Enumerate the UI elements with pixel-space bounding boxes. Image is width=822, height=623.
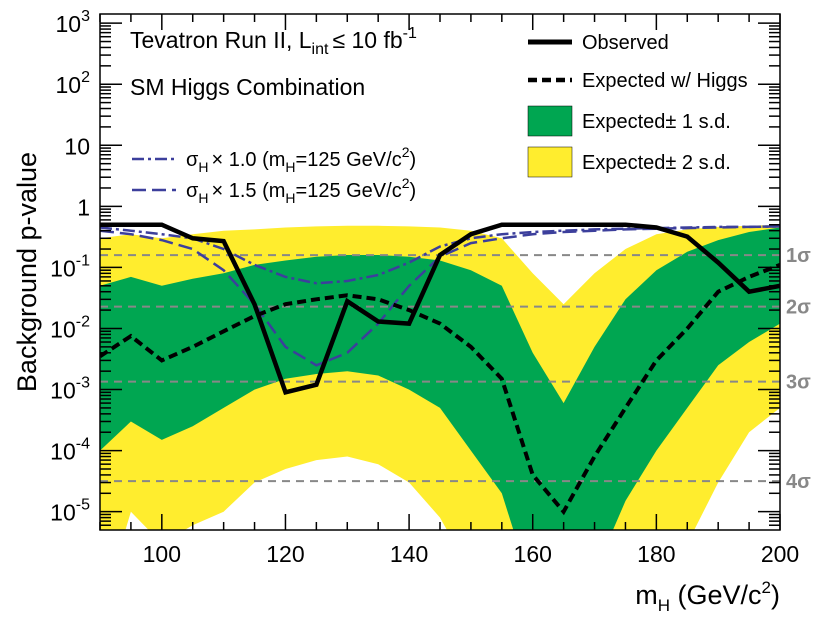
- signal-1p0-line: [100, 225, 780, 285]
- y-tick-label: 10: [64, 133, 90, 159]
- signal-legend-item-2: σH × 1.5 (mH=125 GeV/c2): [132, 175, 416, 206]
- legend-item-band1: Expected± 1 s.d.: [527, 105, 731, 137]
- signal-legend: σH × 1.0 (mH=125 GeV/c2)σH × 1.5 (mH=125 G…: [132, 144, 416, 206]
- sigma-label-2: 2σ: [786, 297, 811, 319]
- legend-label-band1: Expected± 1 s.d.: [582, 111, 731, 133]
- chart-title-line2: SM Higgs Combination: [130, 74, 365, 100]
- chart-title-line1: Tevatron Run II, Lint ≤ 10 fb-1: [130, 25, 417, 58]
- legend-label-observed: Observed: [582, 32, 669, 54]
- plot-area: [100, 222, 780, 530]
- x-tick-label: 180: [637, 541, 675, 567]
- sigma-label-4: 4σ: [786, 471, 811, 493]
- x-axis-label: mH (GeV/c2): [635, 578, 780, 615]
- legend-item-expected: Expected w/ Higgs: [528, 70, 748, 92]
- x-tick-label: 200: [761, 541, 799, 567]
- legend-item-band2: Expected± 2 s.d.: [527, 146, 731, 178]
- significance-labels: 1σ 2σ 3σ 4σ: [786, 245, 811, 493]
- legend: Observed Expected w/ Higgs Expected± 1 s.d…: [527, 32, 748, 178]
- signal-legend-item-1: σH × 1.0 (mH=125 GeV/c2): [132, 144, 416, 175]
- legend-swatch-band1: [527, 105, 573, 137]
- y-tick-label: 10-1: [50, 252, 90, 281]
- x-tick-label: 140: [390, 541, 428, 567]
- legend-label-band2: Expected± 2 s.d.: [582, 152, 731, 174]
- legend-label-expected: Expected w/ Higgs: [582, 70, 748, 92]
- sigma-label-3: 3σ: [786, 372, 811, 394]
- y-tick-label: 10-3: [50, 375, 90, 404]
- y-tick-label: 10-4: [50, 436, 90, 465]
- y-axis-ticks: 10-5 10-4 10-3 10-2 10-1 1 10 102 103: [50, 8, 780, 526]
- signal-legend-label-2: σH × 1.5 (mH=125 GeV/c2): [186, 175, 416, 206]
- expected-line: [100, 263, 780, 516]
- y-tick-label: 10-2: [50, 313, 90, 342]
- x-tick-label: 120: [266, 541, 304, 567]
- x-tick-label: 100: [143, 541, 181, 567]
- sigma-label-1: 1σ: [786, 245, 811, 267]
- y-axis-label: Background p-value: [12, 152, 42, 392]
- legend-swatch-band2: [527, 146, 573, 178]
- observed-line: [100, 222, 780, 395]
- y-tick-label: 103: [56, 8, 91, 37]
- legend-item-observed: Observed: [528, 32, 669, 54]
- y-tick-label: 10-5: [50, 497, 90, 526]
- x-axis-ticks: 100 120 140 160 180 200: [99, 14, 799, 567]
- signal-legend-label-1: σH × 1.0 (mH=125 GeV/c2): [186, 144, 416, 175]
- y-tick-label: 102: [56, 69, 91, 98]
- expected-1sd-band: [100, 227, 780, 530]
- y-tick-label: 1: [77, 194, 90, 220]
- x-tick-label: 160: [514, 541, 552, 567]
